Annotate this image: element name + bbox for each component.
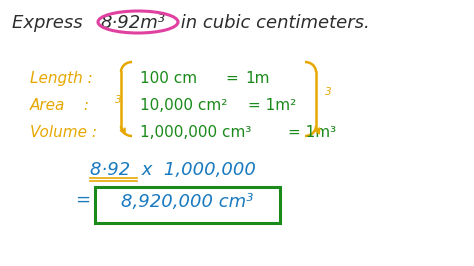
Text: Area    :: Area : — [30, 98, 90, 113]
Text: 1m: 1m — [245, 71, 270, 86]
Text: in cubic centimeters.: in cubic centimeters. — [175, 14, 370, 32]
Text: Express: Express — [12, 14, 88, 32]
Text: =: = — [75, 191, 90, 209]
Text: =: = — [225, 71, 238, 86]
Text: 10,000 cm²: 10,000 cm² — [140, 98, 228, 113]
Text: Volume :: Volume : — [30, 125, 97, 140]
Text: = 1m²: = 1m² — [248, 98, 296, 113]
Text: 8,920,000 cm³: 8,920,000 cm³ — [121, 193, 254, 211]
Text: 1,000,000 cm³: 1,000,000 cm³ — [140, 125, 251, 140]
Text: 8·92  x  1,000,000: 8·92 x 1,000,000 — [90, 161, 256, 179]
Text: 8·92m³: 8·92m³ — [100, 14, 165, 32]
Text: 100 cm: 100 cm — [140, 71, 197, 86]
Text: Length :: Length : — [30, 71, 93, 86]
Text: 3: 3 — [325, 87, 332, 97]
Text: 3: 3 — [115, 95, 122, 105]
Text: = 1m³: = 1m³ — [288, 125, 336, 140]
